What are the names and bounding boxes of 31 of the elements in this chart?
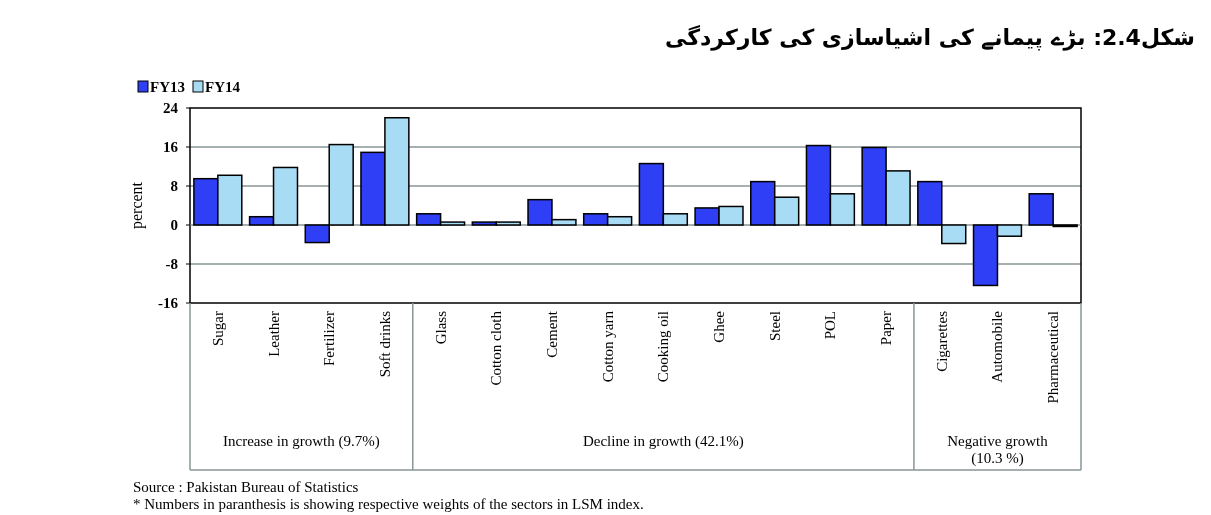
y-tick-label: 16 xyxy=(163,139,179,155)
legend-label: FY14 xyxy=(205,79,241,95)
y-axis-title: percent xyxy=(128,181,146,230)
x-tick-label: Cement xyxy=(543,310,560,358)
y-tick-label: -16 xyxy=(158,295,179,311)
x-tick-label: Ghee xyxy=(711,310,728,343)
x-tick-label: Fertilizer xyxy=(321,311,338,366)
source-note: Source : Pakistan Bureau of Statistics xyxy=(133,479,359,495)
y-tick-label: -8 xyxy=(165,256,178,272)
text: Decline in growth (42.1%) xyxy=(582,433,744,450)
x-tick-label: Soft drinks xyxy=(376,310,393,378)
y-tick-label: 24 xyxy=(163,100,179,116)
x-tick-label: Cigarettes xyxy=(933,310,950,372)
x-tick-label: Sugar xyxy=(209,311,226,346)
legend-label: FY13 xyxy=(150,79,185,95)
y-tick-label: 0 xyxy=(170,217,178,233)
x-tick-label: POL xyxy=(822,311,839,340)
x-tick-label: Cotton yarn xyxy=(599,310,616,383)
x-tick-label: Glass xyxy=(432,310,449,345)
text: * Numbers in paranthesis is showing respective weights of the sectors in LSM index. xyxy=(133,496,644,512)
x-tick-label: Paper xyxy=(878,311,895,346)
text: Negative growth (10.3 %) xyxy=(947,433,1049,467)
chart-title: شکل2.4: بڑے پیمانے کی اشیاسازی کی کارکردگی xyxy=(664,24,1195,51)
x-tick-label: Leather xyxy=(265,311,282,357)
text: Increase in growth (9.7%) xyxy=(223,433,380,450)
x-tick-label: Pharmaceutical xyxy=(1045,311,1062,404)
y-tick-label: 8 xyxy=(170,178,178,194)
x-tick-label: Steel xyxy=(766,311,783,341)
x-tick-label: Cooking oil xyxy=(655,311,672,383)
x-tick-label: Automobile xyxy=(989,310,1006,383)
x-tick-label: Cotton cloth xyxy=(488,310,505,386)
